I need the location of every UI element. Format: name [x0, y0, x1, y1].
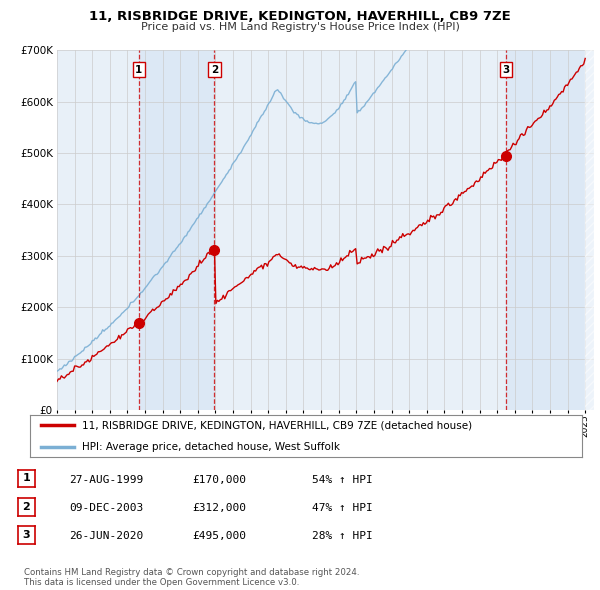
Text: 3: 3	[502, 64, 509, 74]
Text: £170,000: £170,000	[192, 475, 246, 484]
Text: 28% ↑ HPI: 28% ↑ HPI	[312, 532, 373, 541]
Bar	[139, 50, 214, 410]
Text: HPI: Average price, detached house, West Suffolk: HPI: Average price, detached house, West…	[82, 442, 340, 451]
Text: 26-JUN-2020: 26-JUN-2020	[69, 532, 143, 541]
Text: 2: 2	[23, 502, 30, 512]
Text: This data is licensed under the Open Government Licence v3.0.: This data is licensed under the Open Gov…	[24, 578, 299, 587]
Text: £495,000: £495,000	[192, 532, 246, 541]
Text: 54% ↑ HPI: 54% ↑ HPI	[312, 475, 373, 484]
Text: 1: 1	[23, 474, 30, 483]
Text: 11, RISBRIDGE DRIVE, KEDINGTON, HAVERHILL, CB9 7ZE: 11, RISBRIDGE DRIVE, KEDINGTON, HAVERHIL…	[89, 10, 511, 23]
Bar	[506, 50, 594, 410]
Text: 11, RISBRIDGE DRIVE, KEDINGTON, HAVERHILL, CB9 7ZE (detached house): 11, RISBRIDGE DRIVE, KEDINGTON, HAVERHIL…	[82, 421, 473, 430]
Text: 47% ↑ HPI: 47% ↑ HPI	[312, 503, 373, 513]
Text: 1: 1	[135, 64, 142, 74]
Text: 2: 2	[211, 64, 218, 74]
Text: 27-AUG-1999: 27-AUG-1999	[69, 475, 143, 484]
Text: Price paid vs. HM Land Registry's House Price Index (HPI): Price paid vs. HM Land Registry's House …	[140, 22, 460, 32]
Bar	[585, 50, 594, 410]
Text: Contains HM Land Registry data © Crown copyright and database right 2024.: Contains HM Land Registry data © Crown c…	[24, 568, 359, 577]
Text: 3: 3	[23, 530, 30, 540]
Text: 09-DEC-2003: 09-DEC-2003	[69, 503, 143, 513]
Text: £312,000: £312,000	[192, 503, 246, 513]
